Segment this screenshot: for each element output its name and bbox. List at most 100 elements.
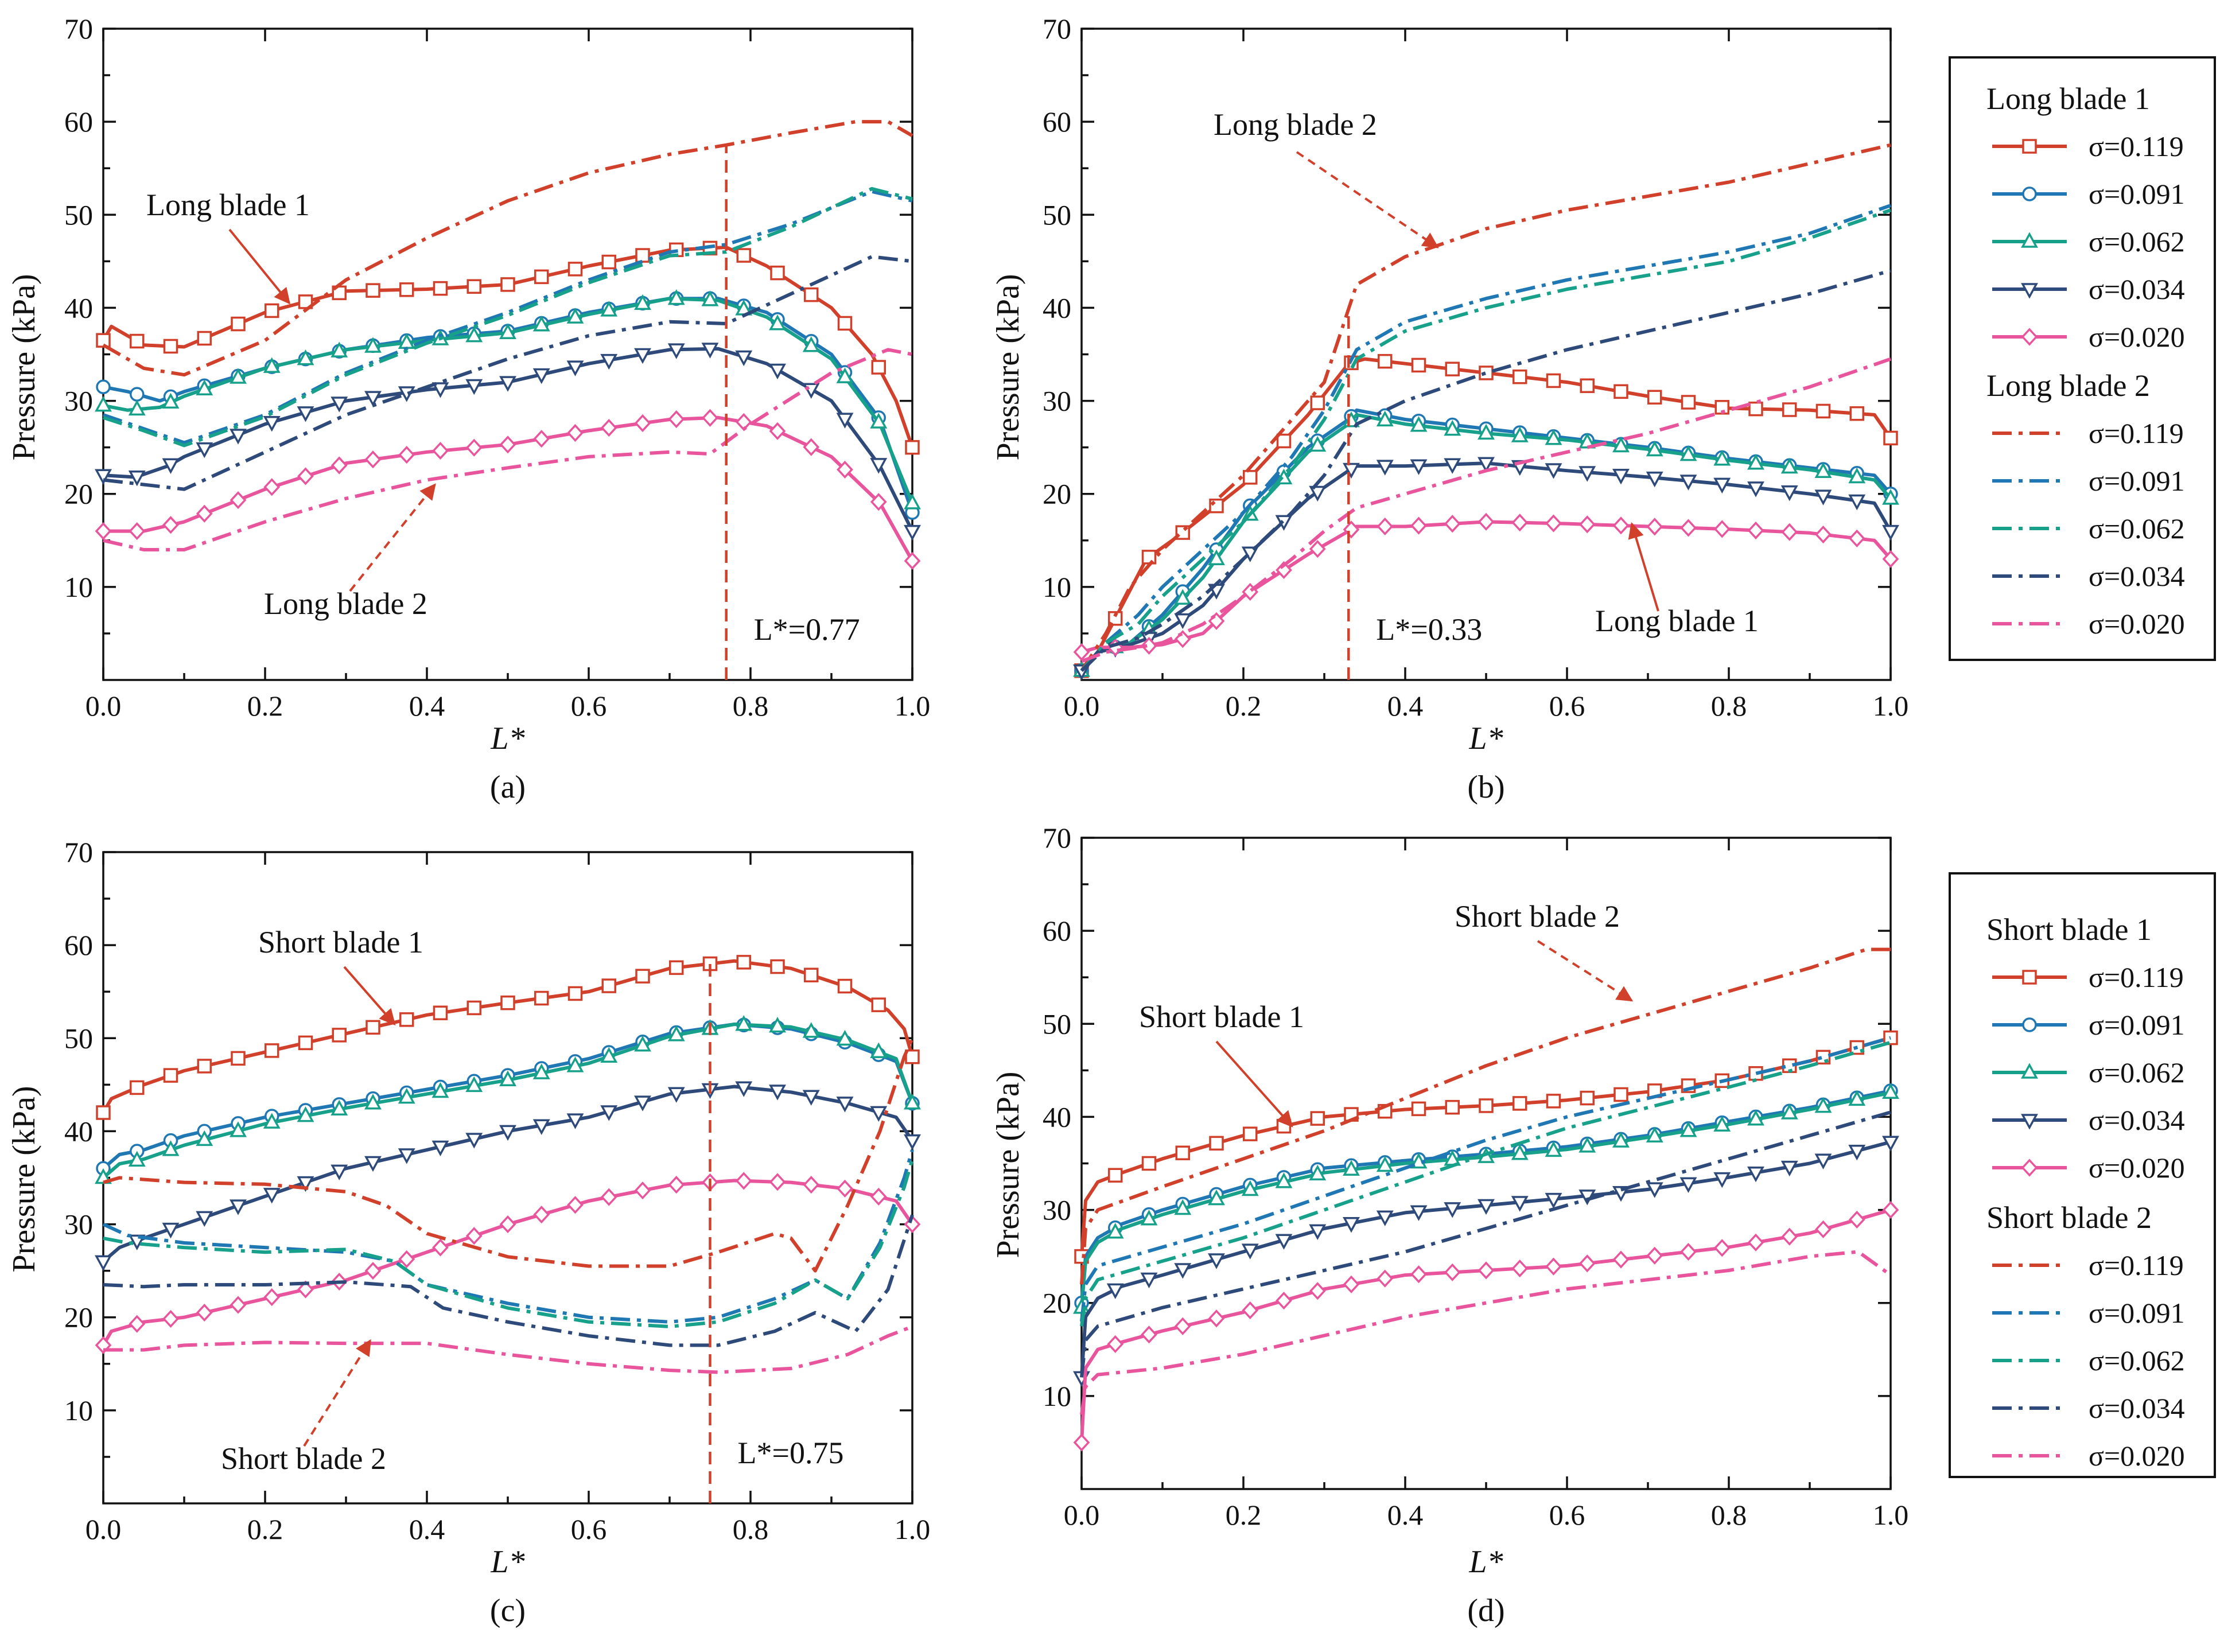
data-point (331, 1099, 348, 1115)
data-point (669, 960, 684, 975)
series-line (1081, 520, 1892, 654)
data-point (1882, 1136, 1899, 1152)
y-tick-label: 40 (64, 291, 93, 324)
reference-line-label: L*=0.77 (754, 612, 860, 647)
data-point (1478, 423, 1495, 440)
data-point (1141, 636, 1157, 655)
data-point (96, 379, 111, 394)
series-line (1080, 357, 1891, 663)
data-point (1241, 1180, 1259, 1196)
y-tick-label: 70 (64, 13, 93, 45)
data-point (197, 1059, 212, 1074)
legend-group-title: Short blade 2 (1986, 1200, 2152, 1235)
data-point (1713, 1239, 1731, 1257)
data-point (1612, 436, 1630, 453)
annotation-arrow (343, 966, 396, 1026)
data-point (1578, 466, 1596, 482)
data-point (1174, 1263, 1192, 1279)
chart-panel-d: 0.0 0.2 0.4 0.6 0.8 1.0 10 20 30 40 50 60 70 Pressure… (990, 822, 1908, 1628)
data-point (2022, 186, 2037, 201)
data-point (263, 357, 281, 373)
data-point (1679, 445, 1697, 461)
series-line (103, 186, 913, 448)
panel-caption: (d) (1467, 1593, 1504, 1628)
data-point (1444, 515, 1461, 533)
data-point (297, 349, 314, 366)
x-tick-label: 0.6 (571, 690, 607, 722)
data-point (1747, 1233, 1764, 1251)
data-point (197, 331, 212, 346)
data-point (1513, 1096, 1527, 1111)
data-point (837, 1179, 853, 1198)
data-point (905, 440, 920, 455)
data-point (2022, 1017, 2037, 1032)
data-point (567, 986, 583, 1001)
data-point (1310, 395, 1325, 410)
data-point (398, 1148, 415, 1164)
data-point (130, 387, 145, 402)
legend-entry-label: σ=0.091 (2089, 465, 2185, 497)
data-point (263, 1113, 281, 1129)
data-point (1479, 366, 1494, 380)
data-point (1578, 1137, 1596, 1153)
data-point (130, 1080, 145, 1095)
data-point (1545, 1257, 1562, 1276)
legend-entry-label: σ=0.119 (2089, 1249, 2184, 1281)
data-point (128, 470, 146, 487)
y-tick-label: 40 (64, 1115, 93, 1147)
chart-panels: 0.0 0.2 0.4 0.6 0.8 1.0 10 20 30 40 50 60 70 Pressure… (6, 13, 1908, 1628)
data-point (634, 348, 651, 364)
data-point (297, 406, 314, 422)
data-point (1612, 1132, 1630, 1148)
legend-entry-label: σ=0.034 (2089, 1392, 2185, 1424)
data-point (1713, 520, 1731, 538)
data-point (836, 1097, 854, 1113)
data-point (534, 990, 549, 1006)
series-line (102, 959, 914, 1114)
data-point (331, 456, 348, 475)
data-point (297, 467, 314, 485)
data-point (1174, 589, 1192, 605)
data-point (735, 350, 753, 367)
y-tick-label: 50 (64, 199, 93, 231)
data-point (769, 1017, 786, 1033)
data-point (1646, 1126, 1663, 1142)
data-point (1309, 1164, 1327, 1181)
data-point (837, 316, 853, 331)
legend-entry-label: σ=0.062 (2089, 1056, 2185, 1089)
panel-caption: (a) (490, 769, 526, 805)
x-tick-label: 0.2 (1226, 1499, 1262, 1531)
data-point (770, 265, 785, 281)
series-line (1080, 208, 1891, 672)
data-point (1679, 1177, 1697, 1194)
data-point (1208, 1253, 1225, 1269)
data-point (736, 955, 751, 970)
legend-group-1-entries: σ=0.119 σ=0.091 σ=0.062 σ=0.034 σ=0.020 (1992, 961, 2185, 1184)
data-point (196, 442, 213, 458)
series-line (103, 348, 913, 551)
data-point (230, 1199, 247, 1215)
data-point (1276, 1292, 1292, 1310)
y-axis-label: Pressure (kPa) (990, 274, 1026, 460)
data-point (499, 1070, 516, 1086)
data-point (162, 1140, 180, 1156)
annotation-label: Long blade 1 (1595, 604, 1759, 638)
data-point (162, 392, 180, 409)
chart-panel-b: 0.0 0.2 0.4 0.6 0.8 1.0 10 20 30 40 50 60 70 Pressure… (990, 13, 1908, 805)
data-point (871, 360, 886, 375)
data-point (1511, 1260, 1529, 1278)
legend-entry-label: σ=0.062 (2089, 512, 2185, 545)
series-line (1080, 1110, 1891, 1378)
data-point (1580, 378, 1595, 393)
data-point (398, 1250, 415, 1268)
y-tick-label: 30 (64, 1208, 93, 1241)
data-point (95, 1255, 112, 1272)
data-point (364, 1156, 382, 1172)
data-point (1713, 1115, 1731, 1132)
data-point (1713, 1172, 1731, 1188)
data-point (600, 353, 618, 370)
data-point (1848, 1210, 1865, 1229)
data-point (1174, 613, 1192, 629)
data-point (1646, 1182, 1663, 1198)
data-point (231, 1051, 246, 1066)
